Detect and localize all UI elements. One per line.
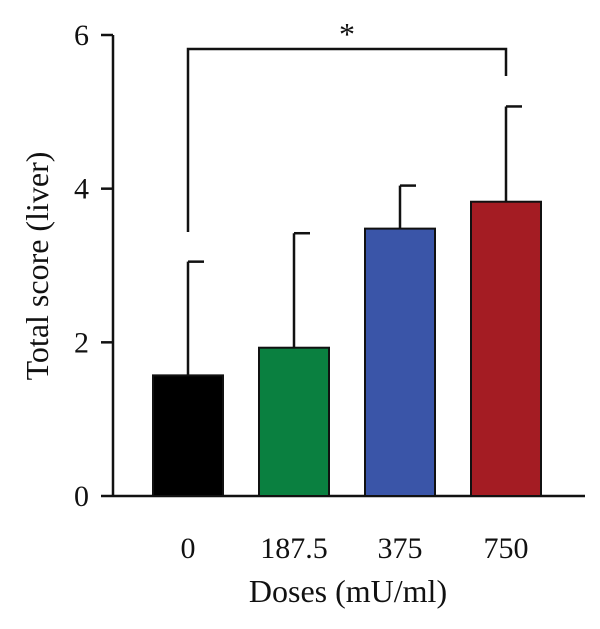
significance-bracket [186,47,508,232]
bar [152,374,224,498]
y-tick-label: 6 [74,19,89,52]
x-tick-label: 375 [378,532,423,565]
bar [364,227,436,497]
y-tick-label: 0 [74,480,89,513]
significance-star: * [339,16,355,52]
bar [470,200,542,497]
x-axis: 0 187.5 375 750 [113,494,585,565]
significance-annotations: * [186,16,508,232]
bars [152,200,542,498]
y-tick-label: 4 [74,173,89,206]
y-tick-label: 2 [74,326,89,359]
x-tick-label: 0 [181,532,196,565]
x-axis-title: Doses (mU/ml) [249,573,447,609]
error-bars [186,105,522,376]
y-axis: 0 2 4 6 [74,19,115,513]
bar [258,346,330,497]
y-axis-title: Total score (liver) [19,152,55,381]
x-tick-label: 187.5 [260,532,328,565]
x-tick-label: 750 [484,532,529,565]
